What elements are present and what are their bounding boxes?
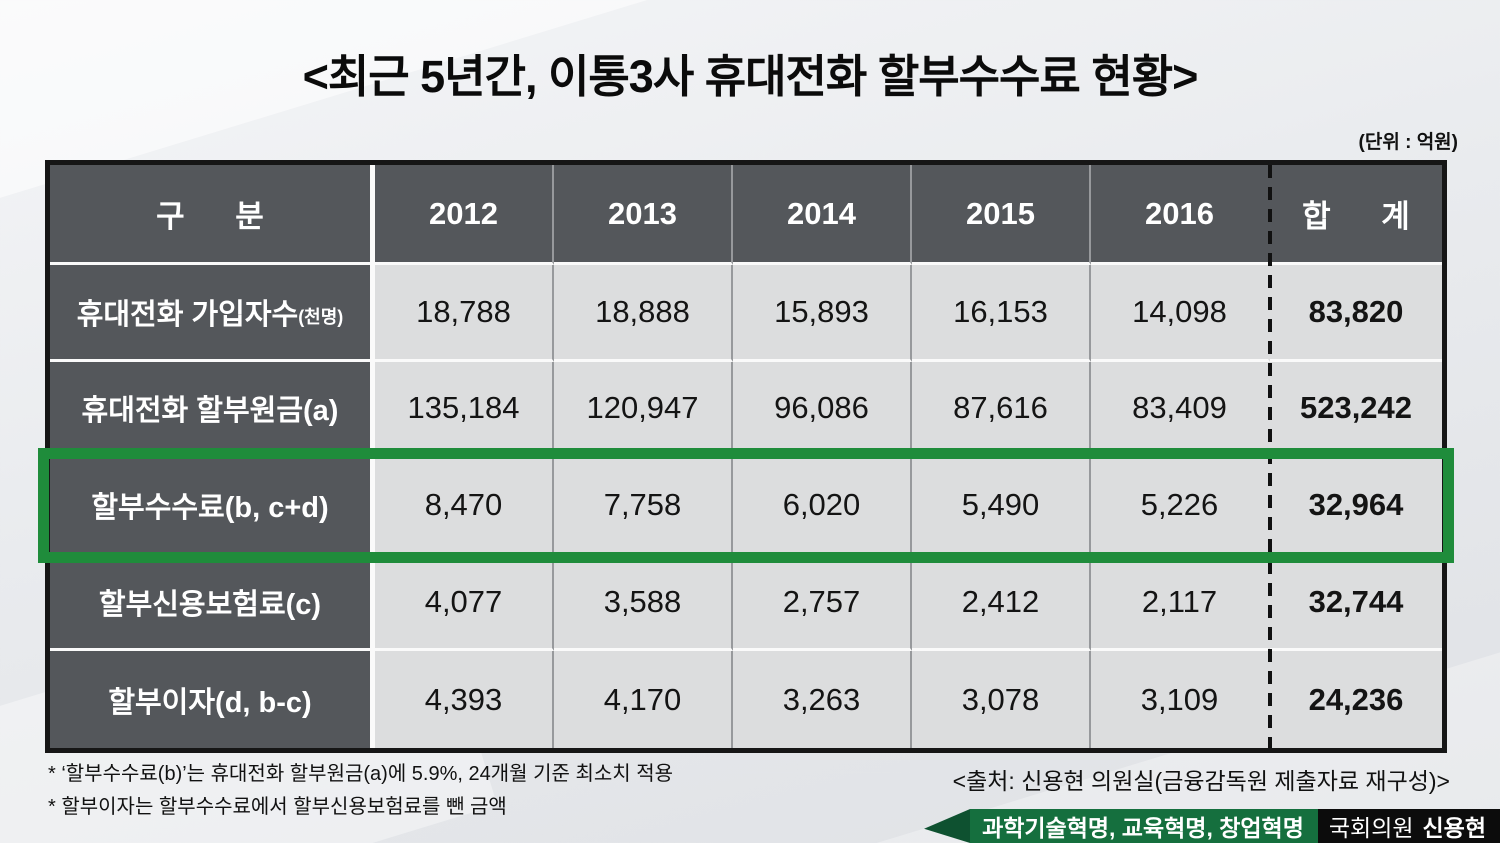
page-title: <최근 5년간, 이통3사 휴대전화 할부수수료 현황> xyxy=(302,51,1199,102)
table-header-gubun: 구 분 xyxy=(50,165,375,265)
row-label: 휴대전화 가입자수 (천명) xyxy=(50,265,375,362)
data-table: 구 분 2012 2013 2014 2015 2016 합 계 휴대전화 가입자수 (천명) 1… xyxy=(38,160,1454,753)
table-header-year-2016: 2016 xyxy=(1091,165,1270,265)
row-label-subtext: (천명) xyxy=(298,307,344,328)
total-cell: 523,242 xyxy=(1270,361,1442,459)
legislator-title: 국회의원 xyxy=(1328,815,1414,841)
value-cell: 4,393 xyxy=(375,651,554,748)
value-cell: 3,588 xyxy=(554,554,733,652)
unit-label: (단위 : 억원) xyxy=(1358,132,1458,153)
table-header-year-2014: 2014 xyxy=(733,165,912,265)
value-cell: 3,263 xyxy=(733,651,912,748)
legislator-name: 신용현 xyxy=(1422,815,1486,841)
footnote-line: * ‘할부수수료(b)’는 휴대전화 할부원금(a)에 5.9%, 24개월 기… xyxy=(48,763,673,785)
banner-legislator: 국회의원 신용현 xyxy=(1317,809,1500,843)
value-cell: 120,947 xyxy=(554,361,733,459)
row-label-text: 휴대전화 할부원금(a) xyxy=(81,395,339,428)
legislator-banner: 과학기술혁명, 교육혁명, 창업혁명 국회의원 신용현 xyxy=(924,809,1500,843)
table-header-year-2013: 2013 xyxy=(554,165,733,265)
banner-ribbon-tip xyxy=(924,809,971,843)
row-label: 휴대전화 할부원금(a) xyxy=(50,361,375,459)
value-cell: 83,409 xyxy=(1091,361,1270,459)
row-label-text: 할부수수료(b, c+d) xyxy=(91,491,329,524)
value-cell: 96,086 xyxy=(733,361,912,459)
row-label: 할부신용보험료(c) xyxy=(50,554,375,652)
footnotes: * ‘할부수수료(b)’는 휴대전화 할부원금(a)에 5.9%, 24개월 기… xyxy=(48,758,673,824)
row-label-text: 휴대전화 가입자수 xyxy=(76,298,299,331)
value-cell: 18,888 xyxy=(554,265,733,362)
table-header-year-2015: 2015 xyxy=(912,165,1091,265)
banner-slogan: 과학기술혁명, 교육혁명, 창업혁명 xyxy=(970,809,1318,843)
table-header-year-2012: 2012 xyxy=(375,165,554,265)
value-cell: 3,109 xyxy=(1091,651,1270,748)
value-cell: 6,020 xyxy=(733,458,912,555)
value-cell: 15,893 xyxy=(733,265,912,362)
value-cell: 16,153 xyxy=(912,265,1091,362)
value-cell: 4,170 xyxy=(554,651,733,748)
value-cell: 2,757 xyxy=(733,554,912,652)
value-cell: 2,117 xyxy=(1091,554,1270,652)
total-cell: 32,744 xyxy=(1270,554,1442,652)
value-cell: 135,184 xyxy=(375,361,554,459)
total-cell: 24,236 xyxy=(1270,651,1442,748)
footnote-line: * 할부이자는 할부수수료에서 할부신용보험료를 뺀 금액 xyxy=(48,796,507,818)
row-label-text: 할부신용보험료(c) xyxy=(98,588,322,621)
value-cell: 4,077 xyxy=(375,554,554,652)
value-cell: 14,098 xyxy=(1091,265,1270,362)
table-grid: 구 분 2012 2013 2014 2015 2016 합 계 휴대전화 가입자수 (천명) 1… xyxy=(50,165,1442,748)
value-cell: 5,226 xyxy=(1091,458,1270,555)
value-cell: 3,078 xyxy=(912,651,1091,748)
source-note: <출처: 신용현 의원실(금융감독원 제출자료 재구성)> xyxy=(952,768,1450,794)
value-cell: 18,788 xyxy=(375,265,554,362)
value-cell: 7,758 xyxy=(554,458,733,555)
value-cell: 5,490 xyxy=(912,458,1091,555)
row-label: 할부이자(d, b-c) xyxy=(50,651,375,748)
total-cell: 32,964 xyxy=(1270,458,1442,555)
value-cell: 87,616 xyxy=(912,361,1091,459)
row-label: 할부수수료(b, c+d) xyxy=(50,458,375,555)
value-cell: 8,470 xyxy=(375,458,554,555)
value-cell: 2,412 xyxy=(912,554,1091,652)
table-header-total: 합 계 xyxy=(1270,165,1442,265)
total-cell: 83,820 xyxy=(1270,265,1442,362)
row-label-text: 할부이자(d, b-c) xyxy=(108,686,312,719)
